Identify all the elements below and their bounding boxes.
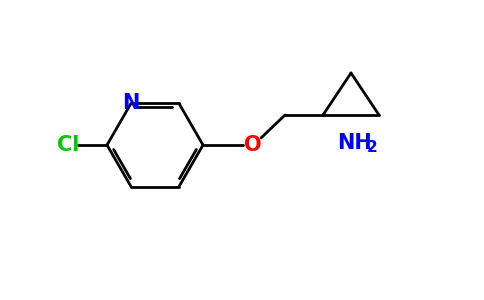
Text: 2: 2 xyxy=(367,140,378,154)
Text: Cl: Cl xyxy=(57,135,79,155)
Text: O: O xyxy=(244,135,262,155)
Text: N: N xyxy=(122,93,140,113)
Text: NH: NH xyxy=(337,133,372,153)
